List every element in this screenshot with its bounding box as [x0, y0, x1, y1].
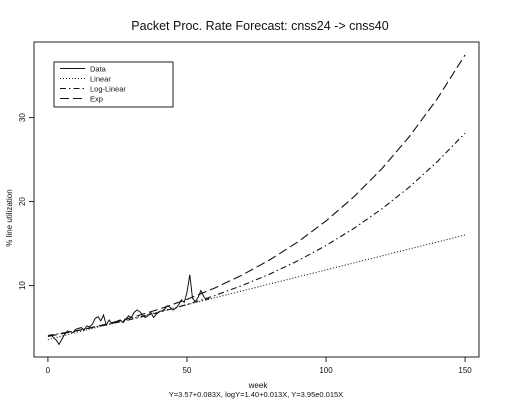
y-tick-label: 10: [18, 281, 27, 290]
series-layer: [47, 54, 466, 346]
axes-layer: 0 50 100 150 10 20 30: [18, 113, 472, 375]
fit-equations: Y=3.57+0.083X, logY=1.40+0.013X, Y=3.95e…: [169, 390, 343, 399]
legend-label-exp: Exp: [90, 95, 103, 104]
legend-label-log-linear: Log-Linear: [90, 85, 126, 94]
series-line-data: [50, 274, 210, 346]
legend-label-linear: Linear: [90, 75, 111, 84]
y-axis-label: % line utilization: [5, 189, 14, 246]
series-line-log-linear: [47, 132, 466, 337]
legend-label-data: Data: [90, 65, 107, 74]
x-tick-label: 0: [46, 366, 51, 375]
y-tick-label: 20: [18, 197, 27, 206]
plot-frame: [33, 41, 480, 358]
legend-box: [53, 61, 174, 108]
y-tick-label: 30: [18, 113, 27, 122]
x-tick-label: 100: [319, 366, 333, 375]
x-tick-label: 150: [458, 366, 472, 375]
x-tick-label: 50: [183, 366, 192, 375]
series-line-exp: [47, 54, 466, 337]
x-axis-label: week: [248, 381, 269, 390]
chart-title: Packet Proc. Rate Forecast: cnss24 -> cn…: [131, 19, 388, 33]
legend: Data Linear Log-Linear Exp: [53, 61, 174, 108]
